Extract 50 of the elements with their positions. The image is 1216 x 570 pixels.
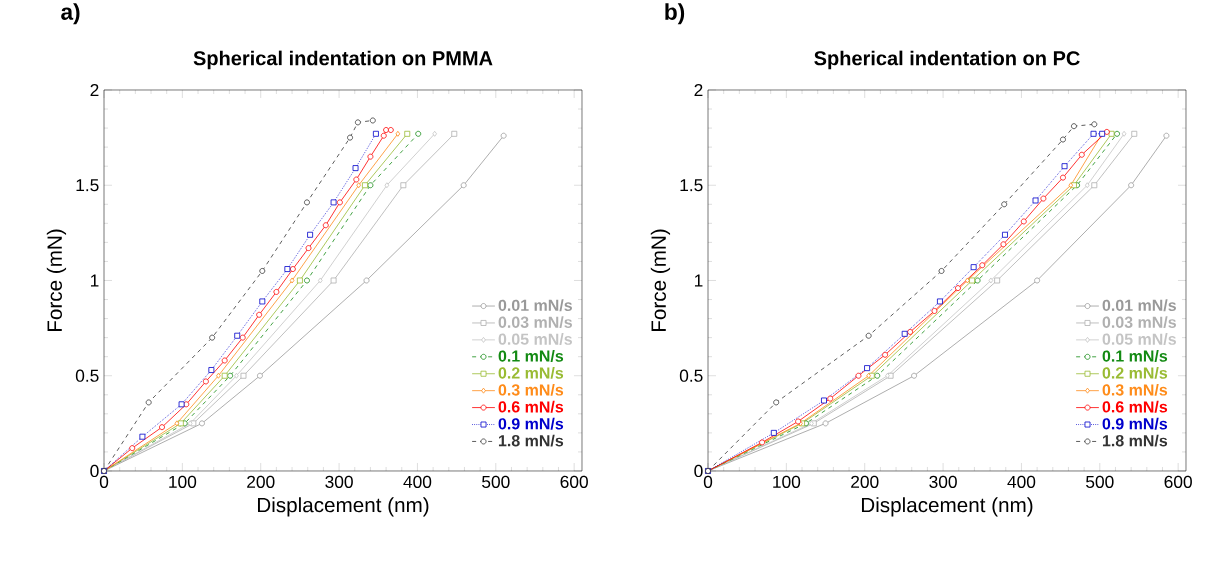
x-tick-label: 100	[773, 475, 801, 488]
y-tick-label: 0.5	[679, 369, 703, 382]
x-tick-label: 600	[1164, 475, 1192, 488]
y-tick-label: 1.5	[680, 179, 703, 192]
legend-label: 0.3 mN/s	[498, 383, 564, 396]
legend-label: 0.3 mN/s	[1102, 383, 1168, 396]
x-tick-label: 500	[1086, 475, 1114, 488]
y-axis-title: Force (mN)	[650, 229, 671, 332]
x-tick-label: 200	[851, 475, 879, 488]
legend-label: 1.8 mN/s	[498, 434, 564, 447]
y-tick-label: 0.5	[75, 369, 99, 382]
chart-title: Spherical indentation on PMMA	[193, 50, 493, 70]
x-tick-label: 400	[1007, 475, 1036, 488]
y-tick-label: 1	[90, 274, 99, 287]
chart-title: Spherical indentation on PC	[814, 50, 1080, 70]
y-axis-title: Force (mN)	[46, 229, 67, 332]
legend-label: 0.1 mN/s	[498, 350, 564, 362]
x-tick-label: 600	[560, 475, 588, 488]
legend-label: 0.9 mN/s	[498, 417, 564, 430]
x-tick-label: 100	[169, 475, 197, 488]
legend-label: 0.01 mN/s	[1102, 299, 1176, 312]
x-tick-label: 400	[403, 475, 432, 488]
legend-label: 0.1 mN/s	[1102, 350, 1168, 362]
y-tick-label: 2	[90, 83, 99, 97]
legend-label: 0.03 mN/s	[498, 316, 572, 329]
legend-label: 0.05 mN/s	[1102, 333, 1176, 345]
x-tick-label: 300	[929, 475, 957, 488]
legend-label: 0.9 mN/s	[1102, 417, 1168, 430]
legend-label: 0.2 mN/s	[1102, 366, 1168, 379]
legend-label: 0.01 mN/s	[498, 299, 572, 312]
legend-label: 0.6 mN/s	[1102, 400, 1168, 413]
y-tick-label: 0	[694, 464, 703, 478]
text: a)	[61, 3, 80, 25]
y-tick-label: 1.5	[76, 179, 99, 192]
legend-label: 0.05 mN/s	[498, 333, 572, 345]
x-axis-title: Displacement (nm)	[257, 497, 429, 517]
x-tick-label: 300	[325, 475, 353, 488]
x-axis-title: Displacement (nm)	[861, 497, 1033, 517]
legend-label: 1.8 mN/s	[1102, 434, 1168, 447]
legend-label: 0.6 mN/s	[498, 400, 564, 413]
x-tick-label: 200	[247, 475, 275, 488]
x-tick-label: 0	[703, 475, 713, 488]
y-tick-label: 0	[90, 464, 99, 478]
legend-label: 0.2 mN/s	[498, 366, 564, 379]
legend-label: 0.03 mN/s	[1102, 316, 1176, 329]
y-tick-label: 2	[694, 83, 703, 97]
x-tick-label: 500	[482, 475, 510, 488]
text: b)	[665, 3, 685, 25]
x-tick-label: 0	[99, 475, 109, 488]
y-tick-label: 1	[694, 274, 703, 287]
